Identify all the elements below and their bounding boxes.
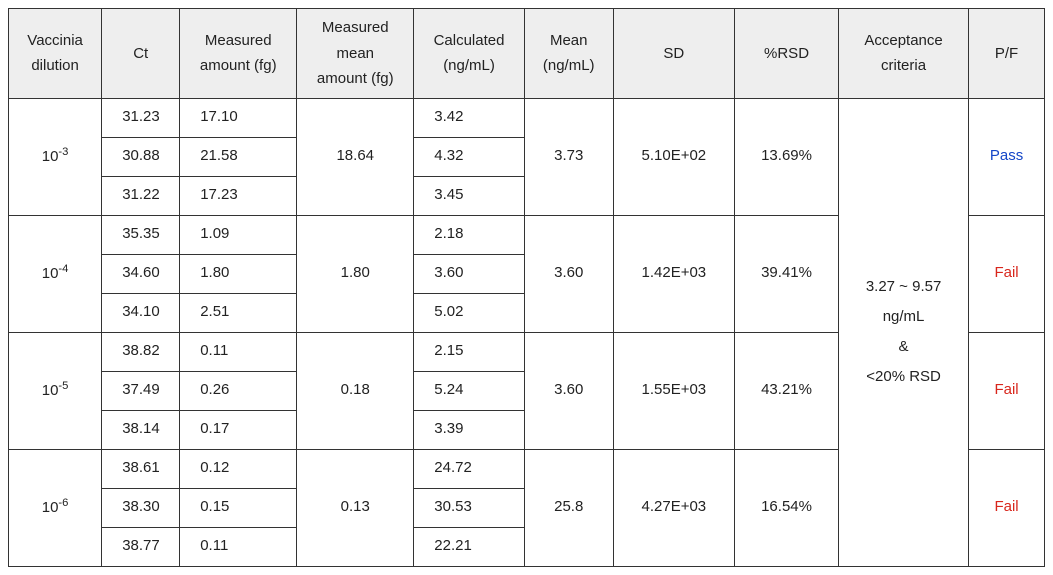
- sd-cell: 1.42E+03: [613, 215, 734, 332]
- calculated-cell: 4.32: [414, 137, 525, 176]
- ct-cell: 38.61: [102, 449, 180, 488]
- header-row: VacciniadilutionCtMeasuredamount (fg)Mea…: [9, 9, 1045, 99]
- ct-cell: 37.49: [102, 371, 180, 410]
- calculated-cell: 30.53: [414, 488, 525, 527]
- mean-cell: 25.8: [524, 449, 613, 566]
- pf-cell: Fail: [969, 215, 1045, 332]
- rsd-cell: 43.21%: [735, 332, 839, 449]
- dilution-cell: 10-5: [9, 332, 102, 449]
- calculated-cell: 5.24: [414, 371, 525, 410]
- measured-amount-cell: 17.23: [180, 176, 297, 215]
- dilution-cell: 10-6: [9, 449, 102, 566]
- column-header: Mean(ng/mL): [524, 9, 613, 99]
- column-header: Measuredamount (fg): [180, 9, 297, 99]
- measured-amount-cell: 0.12: [180, 449, 297, 488]
- ct-cell: 34.10: [102, 293, 180, 332]
- mean-cell: 3.60: [524, 332, 613, 449]
- calculated-cell: 24.72: [414, 449, 525, 488]
- calculated-cell: 5.02: [414, 293, 525, 332]
- measured-amount-cell: 0.17: [180, 410, 297, 449]
- column-header: Ct: [102, 9, 180, 99]
- ct-cell: 38.30: [102, 488, 180, 527]
- calculated-cell: 3.60: [414, 254, 525, 293]
- measured-amount-cell: 1.80: [180, 254, 297, 293]
- measured-mean-cell: 0.18: [297, 332, 414, 449]
- rsd-cell: 13.69%: [735, 98, 839, 215]
- sd-cell: 4.27E+03: [613, 449, 734, 566]
- ct-cell: 31.22: [102, 176, 180, 215]
- measured-amount-cell: 0.15: [180, 488, 297, 527]
- measured-amount-cell: 21.58: [180, 137, 297, 176]
- pf-cell: Pass: [969, 98, 1045, 215]
- pf-cell: Fail: [969, 449, 1045, 566]
- ct-cell: 34.60: [102, 254, 180, 293]
- rsd-cell: 16.54%: [735, 449, 839, 566]
- mean-cell: 3.73: [524, 98, 613, 215]
- ct-cell: 30.88: [102, 137, 180, 176]
- calculated-cell: 2.15: [414, 332, 525, 371]
- sd-cell: 5.10E+02: [613, 98, 734, 215]
- measured-amount-cell: 0.11: [180, 527, 297, 566]
- calculated-cell: 2.18: [414, 215, 525, 254]
- column-header: Vacciniadilution: [9, 9, 102, 99]
- sd-cell: 1.55E+03: [613, 332, 734, 449]
- calculated-cell: 3.39: [414, 410, 525, 449]
- measured-mean-cell: 18.64: [297, 98, 414, 215]
- calculated-cell: 3.42: [414, 98, 525, 137]
- pf-cell: Fail: [969, 332, 1045, 449]
- ct-cell: 38.82: [102, 332, 180, 371]
- measured-amount-cell: 0.26: [180, 371, 297, 410]
- ct-cell: 31.23: [102, 98, 180, 137]
- column-header: %RSD: [735, 9, 839, 99]
- ct-cell: 35.35: [102, 215, 180, 254]
- column-header: Calculated(ng/mL): [414, 9, 525, 99]
- measured-mean-cell: 1.80: [297, 215, 414, 332]
- measured-mean-cell: 0.13: [297, 449, 414, 566]
- ct-cell: 38.14: [102, 410, 180, 449]
- calculated-cell: 3.45: [414, 176, 525, 215]
- ct-cell: 38.77: [102, 527, 180, 566]
- measured-amount-cell: 0.11: [180, 332, 297, 371]
- measured-amount-cell: 2.51: [180, 293, 297, 332]
- column-header: SD: [613, 9, 734, 99]
- column-header: Acceptancecriteria: [839, 9, 969, 99]
- vaccinia-table: VacciniadilutionCtMeasuredamount (fg)Mea…: [8, 8, 1045, 567]
- rsd-cell: 39.41%: [735, 215, 839, 332]
- dilution-cell: 10-4: [9, 215, 102, 332]
- measured-amount-cell: 17.10: [180, 98, 297, 137]
- column-header: Measuredmeanamount (fg): [297, 9, 414, 99]
- column-header: P/F: [969, 9, 1045, 99]
- calculated-cell: 22.21: [414, 527, 525, 566]
- acceptance-criteria-cell: 3.27 ~ 9.57ng/mL&<20% RSD: [839, 98, 969, 566]
- table-row: 10-331.2317.1018.643.423.735.10E+0213.69…: [9, 98, 1045, 137]
- dilution-cell: 10-3: [9, 98, 102, 215]
- mean-cell: 3.60: [524, 215, 613, 332]
- measured-amount-cell: 1.09: [180, 215, 297, 254]
